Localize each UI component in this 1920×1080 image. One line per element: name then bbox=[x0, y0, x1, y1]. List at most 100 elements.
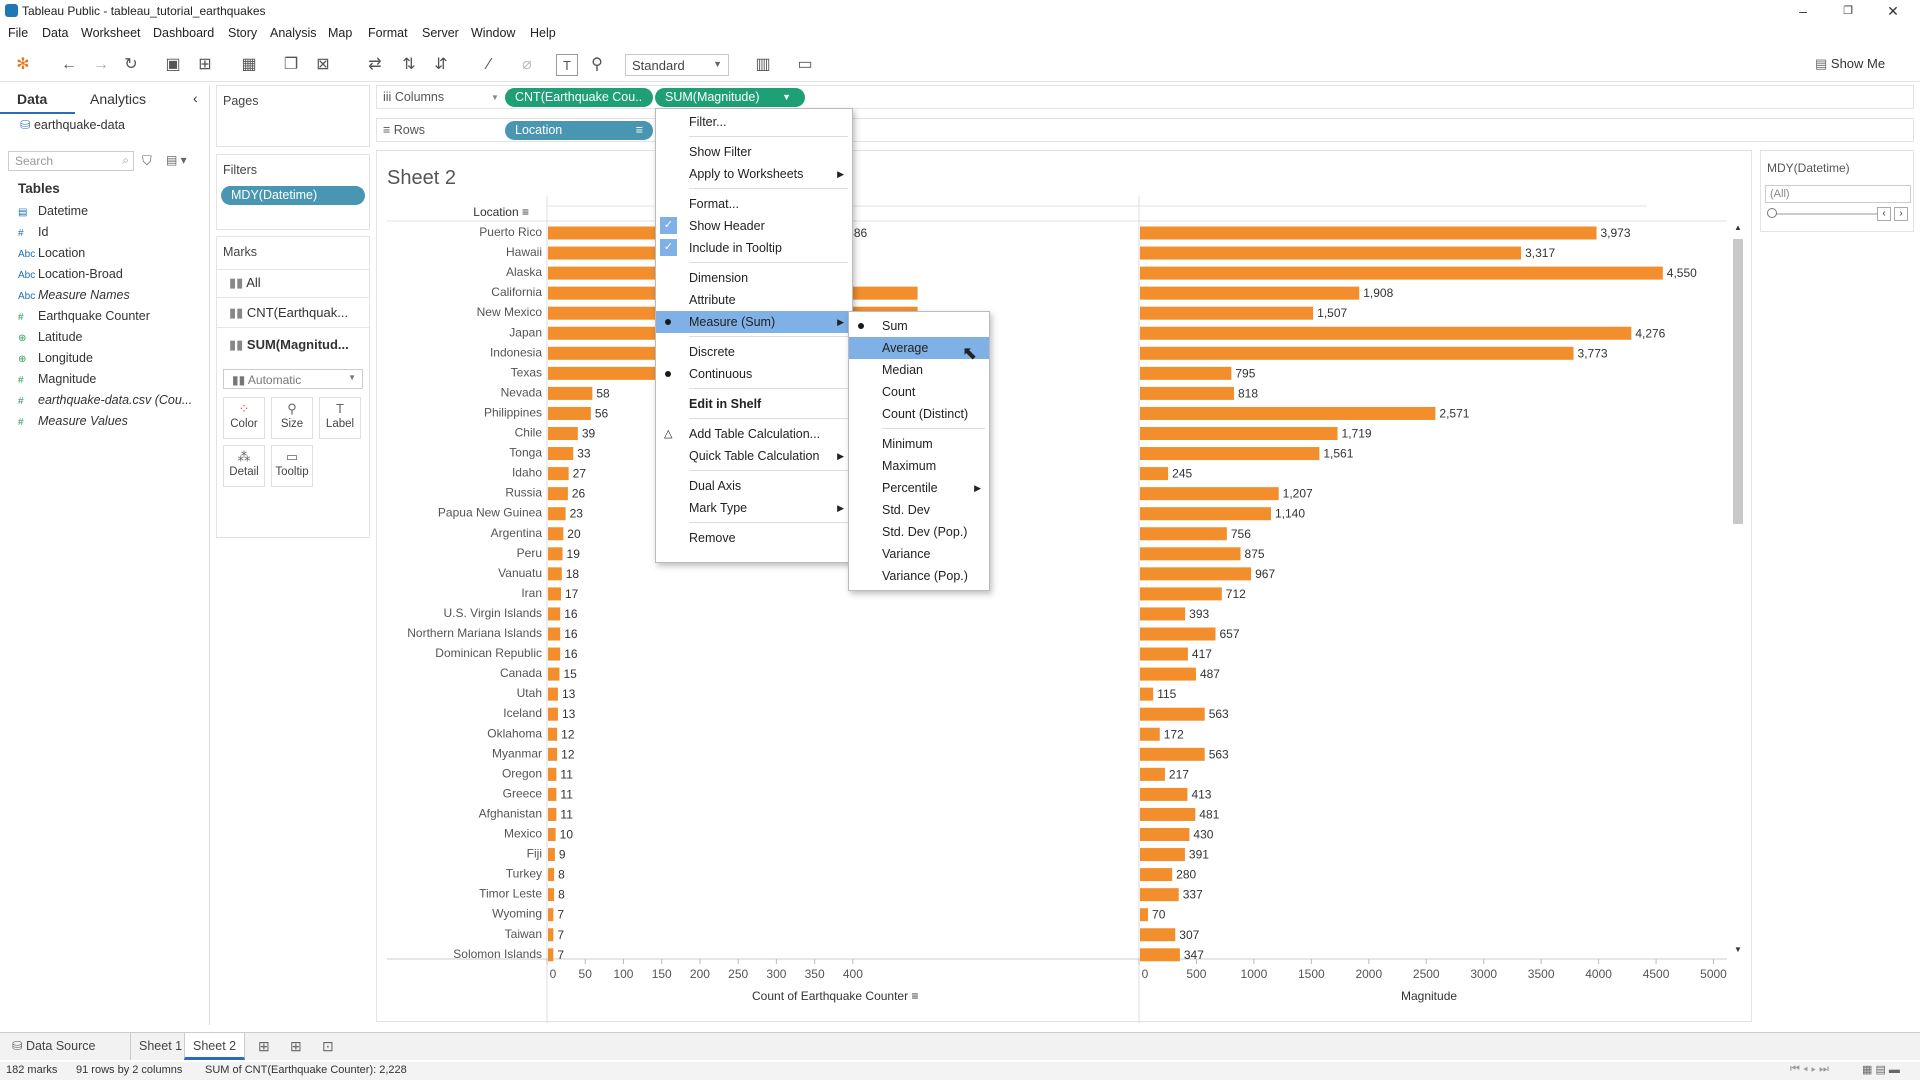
category-label[interactable]: Texas bbox=[511, 365, 542, 379]
magnitude-bar[interactable] bbox=[1140, 306, 1314, 320]
navigation-icon[interactable]: ⏮ ◂ ▸ ⏭ bbox=[1790, 1063, 1829, 1075]
category-label[interactable]: Oklahoma bbox=[487, 726, 542, 740]
datasource-item[interactable]: ⛁ earthquake-data bbox=[20, 118, 125, 132]
tableau-logo-icon[interactable]: ✻ bbox=[16, 56, 30, 73]
category-label[interactable]: Argentina bbox=[491, 526, 543, 540]
scroll-down-icon[interactable]: ▼ bbox=[1734, 945, 1742, 954]
field-measure-names[interactable]: Abc Measure Names bbox=[18, 288, 130, 302]
swap-icon[interactable]: ⇄ bbox=[368, 56, 382, 73]
filters-card[interactable]: Filters MDY(Datetime) bbox=[216, 154, 370, 230]
magnitude-bar[interactable] bbox=[1140, 226, 1597, 240]
magnitude-bar[interactable] bbox=[1140, 527, 1227, 541]
magnitude-bar[interactable] bbox=[1140, 647, 1188, 661]
category-label[interactable]: Utah bbox=[517, 686, 542, 700]
category-label[interactable]: Turkey bbox=[506, 867, 542, 881]
location-header[interactable]: Location ≡ bbox=[473, 205, 529, 219]
magnitude-bar[interactable] bbox=[1140, 467, 1169, 481]
magnitude-bar[interactable] bbox=[1140, 547, 1241, 561]
category-label[interactable]: Northern Mariana Islands bbox=[407, 626, 542, 640]
count-bar[interactable] bbox=[548, 727, 558, 741]
previous-icon[interactable]: ‹ bbox=[1877, 207, 1891, 221]
menu-format[interactable]: Format bbox=[368, 26, 408, 40]
magnitude-bar[interactable] bbox=[1140, 246, 1522, 260]
fit-select[interactable]: Standard ▼ bbox=[625, 54, 729, 76]
field-latitude[interactable]: ⊕ Latitude bbox=[18, 330, 82, 344]
count-bar[interactable] bbox=[548, 627, 561, 641]
menu-item-dual-axis[interactable]: Dual Axis bbox=[656, 475, 852, 497]
category-label[interactable]: Idaho bbox=[512, 466, 542, 480]
label-button[interactable]: T Label bbox=[319, 397, 361, 439]
count-bar[interactable] bbox=[548, 908, 554, 922]
count-bar[interactable] bbox=[548, 607, 561, 621]
count-bar[interactable] bbox=[548, 467, 569, 481]
category-label[interactable]: Mexico bbox=[504, 827, 542, 841]
category-label[interactable]: Hawaii bbox=[506, 245, 542, 259]
menu-item-variance-pop[interactable]: Variance (Pop.) bbox=[849, 565, 989, 587]
detail-button[interactable]: ⁂ Detail bbox=[223, 445, 265, 487]
menu-item-median[interactable]: Median bbox=[849, 359, 989, 381]
magnitude-bar[interactable] bbox=[1140, 447, 1320, 461]
menu-item-std-dev-pop[interactable]: Std. Dev (Pop.) bbox=[849, 521, 989, 543]
magnitude-bar[interactable] bbox=[1140, 807, 1196, 821]
category-label[interactable]: Taiwan bbox=[505, 927, 542, 941]
category-label[interactable]: Greece bbox=[503, 786, 543, 800]
menu-analysis[interactable]: Analysis bbox=[270, 26, 317, 40]
count-bar[interactable] bbox=[548, 868, 555, 882]
magnitude-bar[interactable] bbox=[1140, 286, 1360, 300]
magnitude-bar[interactable] bbox=[1140, 908, 1149, 922]
count-bar[interactable] bbox=[548, 507, 566, 521]
magnitude-bar[interactable] bbox=[1140, 868, 1173, 882]
field-magnitude[interactable]: # Magnitude bbox=[18, 372, 96, 386]
magnitude-bar[interactable] bbox=[1140, 888, 1179, 902]
field-earthquake-counter[interactable]: # Earthquake Counter bbox=[18, 309, 150, 323]
category-label[interactable]: U.S. Virgin Islands bbox=[444, 606, 543, 620]
menu-data[interactable]: Data bbox=[42, 26, 69, 40]
search-input[interactable]: Search ⌕ bbox=[8, 151, 134, 171]
scrollbar-thumb[interactable] bbox=[1733, 239, 1743, 524]
category-label[interactable]: Canada bbox=[500, 666, 542, 680]
magnitude-bar[interactable] bbox=[1140, 727, 1160, 741]
count-bar[interactable] bbox=[548, 487, 568, 501]
menu-item-include-in-tooltip[interactable]: ✓ Include in Tooltip bbox=[656, 237, 852, 259]
mark-type-select[interactable]: ▮▮ Automatic ▼ bbox=[223, 369, 363, 389]
count-bar[interactable] bbox=[548, 707, 558, 721]
category-label[interactable]: Peru bbox=[517, 546, 542, 560]
category-label[interactable]: Myanmar bbox=[492, 746, 542, 760]
column-pill-cnt[interactable]: CNT(Earthquake Cou.. bbox=[505, 88, 653, 107]
menu-item-minimum[interactable]: Minimum bbox=[849, 433, 989, 455]
undo-icon[interactable]: ← bbox=[61, 56, 77, 73]
marks-cnt[interactable]: ▮▮ CNT(Earthquak... bbox=[229, 305, 349, 320]
magnitude-bar[interactable] bbox=[1140, 627, 1216, 641]
filter-value-input[interactable]: (All) bbox=[1765, 185, 1911, 203]
magnitude-bar[interactable] bbox=[1140, 567, 1252, 581]
count-bar[interactable] bbox=[548, 567, 562, 581]
count-bar[interactable] bbox=[548, 406, 591, 420]
menu-story[interactable]: Story bbox=[228, 26, 258, 40]
presentation-mode-icon[interactable]: ▭ bbox=[797, 56, 813, 73]
menu-server[interactable]: Server bbox=[422, 26, 459, 40]
close-icon[interactable]: ✕ bbox=[1887, 3, 1899, 19]
pages-card[interactable]: Pages bbox=[216, 85, 370, 147]
category-label[interactable]: Indonesia bbox=[490, 345, 542, 359]
menu-item-format[interactable]: Format... bbox=[656, 193, 852, 215]
menu-item-measure-sum[interactable]: Measure (Sum) ▶ bbox=[656, 311, 852, 333]
sort-ascending-icon[interactable]: ⇅ bbox=[402, 56, 416, 73]
menu-item-count-distinct[interactable]: Count (Distinct) bbox=[849, 403, 989, 425]
category-label[interactable]: Afghanistan bbox=[479, 806, 542, 820]
count-bar[interactable] bbox=[548, 587, 561, 601]
rows-shelf[interactable]: ≡ Rows Location ≡ bbox=[376, 118, 1914, 142]
count-bar[interactable] bbox=[548, 667, 560, 681]
show-mark-labels-icon[interactable]: T bbox=[556, 54, 578, 76]
count-bar[interactable] bbox=[548, 447, 574, 461]
menu-item-average[interactable]: Average bbox=[849, 337, 989, 359]
magnitude-bar[interactable] bbox=[1140, 587, 1222, 601]
group-icon[interactable]: ⌀ bbox=[522, 56, 532, 73]
marks-all[interactable]: ▮▮ All bbox=[229, 275, 261, 290]
menu-worksheet[interactable]: Worksheet bbox=[81, 26, 141, 40]
menu-item-maximum[interactable]: Maximum bbox=[849, 455, 989, 477]
new-dashboard-icon[interactable]: ⊞ bbox=[290, 1038, 302, 1054]
count-bar[interactable] bbox=[548, 427, 578, 440]
category-label[interactable]: Alaska bbox=[506, 265, 542, 279]
count-bar[interactable] bbox=[548, 747, 558, 761]
magnitude-bar[interactable] bbox=[1140, 346, 1574, 360]
